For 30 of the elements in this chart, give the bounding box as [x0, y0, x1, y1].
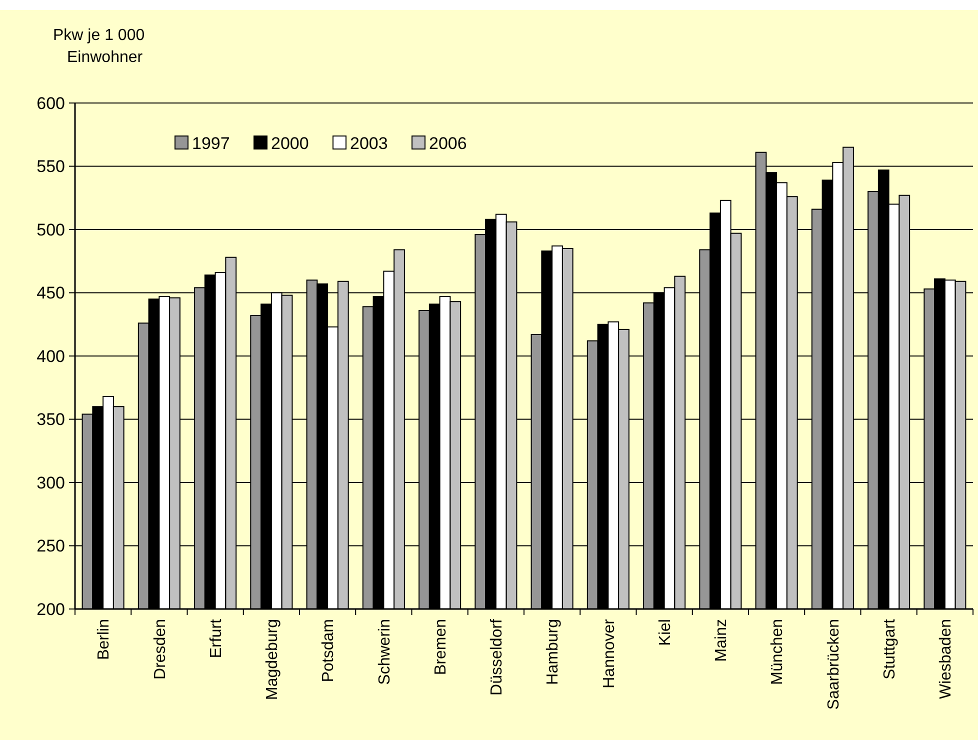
x-tick-label: Mainz [713, 619, 730, 662]
x-tick-label: Erfurt [208, 618, 225, 658]
x-tick-label: Stuttgart [881, 618, 898, 680]
y-tick-label: 250 [36, 536, 65, 556]
legend-label: 1997 [192, 134, 230, 153]
x-tick-label: Berlin [96, 619, 113, 660]
y-tick-label: 500 [36, 220, 65, 240]
x-tick-label: Potsdam [320, 619, 338, 682]
x-tick-label: Magdeburg [264, 619, 282, 700]
legend-label: 2000 [271, 134, 309, 153]
y-axis-title: Pkw je 1 000 Einwohner [53, 27, 145, 66]
legend-label: 2006 [429, 134, 467, 153]
x-tick-label: Bremen [432, 619, 450, 676]
x-tick-label: Wiesbaden [938, 619, 955, 700]
x-tick-label: Hamburg [544, 619, 562, 685]
y-tick-label: 350 [36, 410, 65, 430]
x-tick-label: München [769, 619, 786, 685]
y-tick-label: 200 [36, 600, 65, 619]
x-tick-label: Hannover [600, 618, 618, 688]
y-tick-label: 450 [36, 284, 65, 303]
x-tick-label: Saarbrücken [825, 619, 842, 710]
y-tick-label: 600 [36, 94, 65, 113]
x-tick-label: Düsseldorf [488, 618, 506, 696]
x-tick-label: Dresden [152, 619, 169, 680]
legend-label: 2003 [350, 134, 388, 153]
y-tick-label: 300 [36, 473, 65, 492]
y-tick-label: 550 [36, 157, 65, 176]
x-tick-label: Schwerin [376, 619, 394, 685]
y-tick-label: 400 [36, 346, 65, 366]
x-tick-label: Kiel [656, 619, 674, 646]
